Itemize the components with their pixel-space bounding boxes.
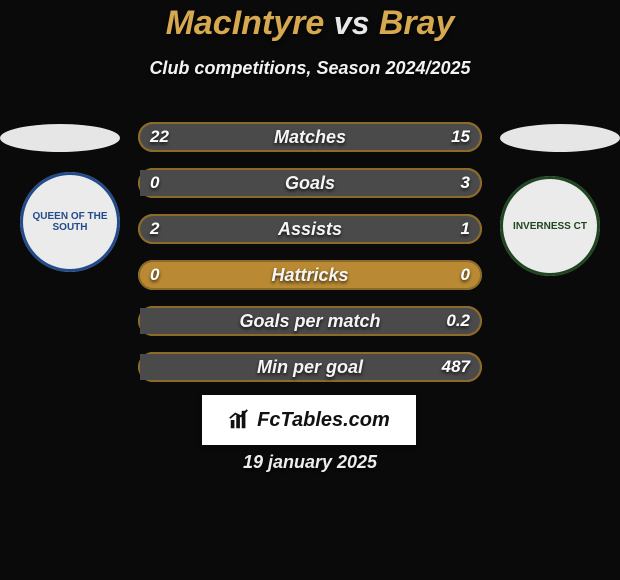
stat-bar: 03Goals [138,168,482,198]
stat-bar: 487Min per goal [138,352,482,382]
stat-bar: 21Assists [138,214,482,244]
stat-label: Goals [138,168,482,198]
stat-label: Min per goal [138,352,482,382]
crest-left-label: QUEEN OF THE SOUTH [20,211,120,233]
ellipse-left [0,124,120,152]
stat-bar: 00Hattricks [138,260,482,290]
stat-label: Hattricks [138,260,482,290]
ellipse-right [500,124,620,152]
player-left-name: MacIntyre [166,4,325,42]
page-title: MacIntyre vs Bray [0,4,620,43]
crest-left: QUEEN OF THE SOUTH [20,172,120,272]
player-right-name: Bray [379,4,455,42]
chart-icon [228,409,250,431]
crest-right-label: INVERNESS CT [513,221,587,232]
snapshot-date: 19 january 2025 [0,452,620,473]
stat-label: Assists [138,214,482,244]
season-subtitle: Club competitions, Season 2024/2025 [0,58,620,79]
attribution-box[interactable]: FcTables.com [202,395,416,445]
comparison-card: MacIntyre vs Bray Club competitions, Sea… [0,0,620,580]
stat-label: Goals per match [138,306,482,336]
crest-right: INVERNESS CT [500,176,600,276]
stat-bar: 2215Matches [138,122,482,152]
stat-label: Matches [138,122,482,152]
stat-bar: 0.2Goals per match [138,306,482,336]
vs-separator: vs [334,5,370,41]
attribution-text: FcTables.com [257,409,390,432]
